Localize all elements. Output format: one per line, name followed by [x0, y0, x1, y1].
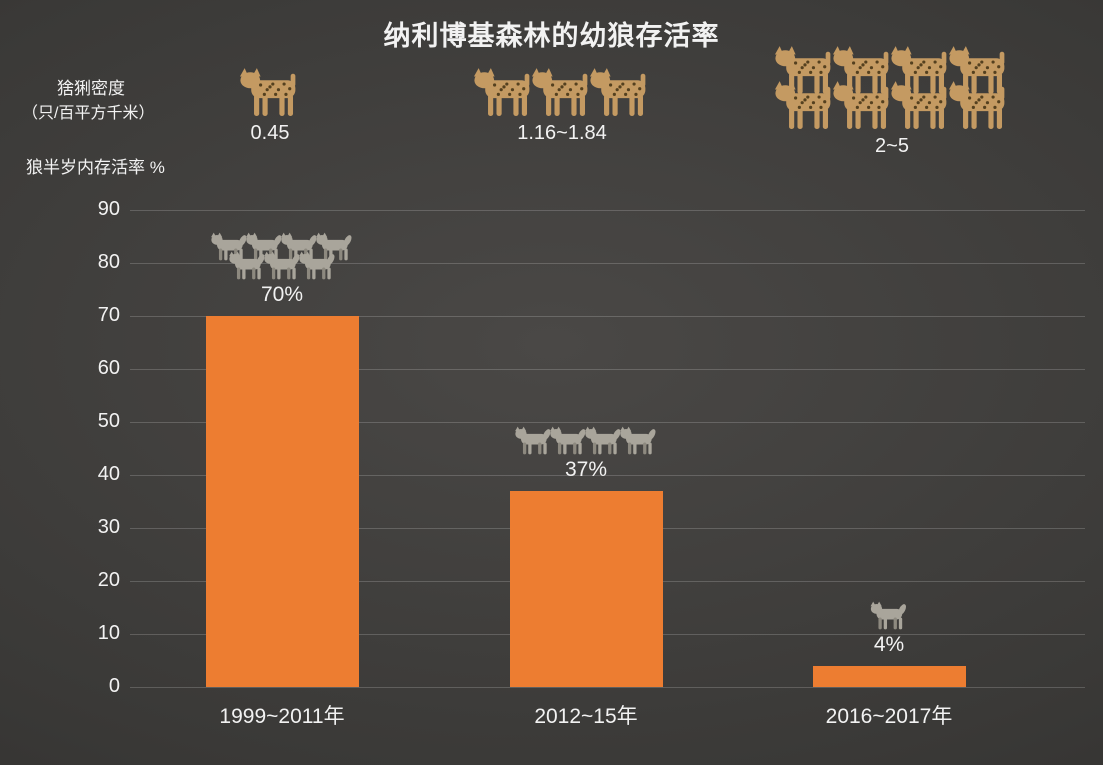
lynx-icon	[589, 68, 651, 117]
bar-value-label: 4%	[873, 632, 905, 656]
lynx-icon-row	[241, 68, 299, 117]
gridline	[130, 316, 1085, 317]
bar	[812, 665, 966, 687]
lynx-density-label: 0.45	[250, 122, 290, 144]
lynx-cluster: 0.45	[241, 68, 299, 145]
y-tick-label: 20	[97, 569, 120, 591]
y-tick-label: 90	[97, 198, 120, 220]
gridline	[130, 210, 1085, 211]
wolf-cluster	[872, 601, 907, 630]
lynx-icon	[832, 81, 894, 130]
lynx-icon-row	[475, 68, 649, 117]
wolf-icon-row	[230, 251, 335, 280]
y-tick-label: 40	[97, 463, 120, 485]
y-axis-title: 狼半岁内存活率 %	[26, 158, 165, 177]
wolf-cluster	[516, 426, 656, 455]
wolf-icon	[871, 601, 908, 630]
gridline	[130, 687, 1085, 688]
wolf-icon	[550, 426, 587, 455]
lynx-icon-row	[776, 81, 1008, 130]
y-tick-label: 10	[97, 622, 120, 644]
y-tick-label: 60	[97, 357, 120, 379]
wolf-icon	[229, 251, 266, 280]
wolf-icon-row	[516, 426, 656, 455]
lynx-icon	[890, 81, 952, 130]
wolf-icon	[264, 251, 301, 280]
lynx-cluster: 1.16~1.84	[475, 68, 649, 145]
lynx-icon	[239, 68, 301, 117]
wolf-icon	[585, 426, 622, 455]
bar-value-label: 70%	[260, 283, 304, 306]
wolf-icon	[515, 426, 552, 455]
bar	[205, 316, 359, 687]
lynx-cluster: 2~5	[776, 46, 1008, 158]
lynx-icon	[948, 81, 1010, 130]
wolf-icon	[299, 251, 336, 280]
gridline	[130, 369, 1085, 370]
wolf-cluster	[212, 232, 352, 280]
bar-value-label: 37%	[564, 457, 608, 481]
y-tick-label: 50	[97, 410, 120, 432]
gridline	[130, 263, 1085, 264]
wolf-icon	[620, 426, 657, 455]
lynx-icon	[473, 68, 535, 117]
lynx-icon	[531, 68, 593, 117]
lynx-icon	[774, 81, 836, 130]
category-label: 2016~2017年	[825, 705, 953, 728]
bar	[509, 490, 663, 687]
chart-title: 纳利博基森林的幼狼存活率	[383, 21, 720, 51]
y-tick-label: 0	[108, 675, 120, 697]
wolf-icon-row	[872, 601, 907, 630]
lynx-density-label: 1.16~1.84	[517, 122, 607, 144]
lynx-density-title: 猞猁密度	[57, 79, 125, 98]
category-label: 1999~2011年	[219, 705, 345, 728]
y-tick-label: 70	[97, 304, 120, 326]
gridline	[130, 475, 1085, 476]
lynx-density-unit: （只/百平方千米）	[22, 105, 155, 122]
category-label: 2012~15年	[534, 705, 638, 728]
gridline	[130, 422, 1085, 423]
y-tick-label: 30	[97, 516, 120, 538]
y-tick-label: 80	[97, 251, 120, 273]
lynx-density-label: 2~5	[875, 135, 909, 157]
